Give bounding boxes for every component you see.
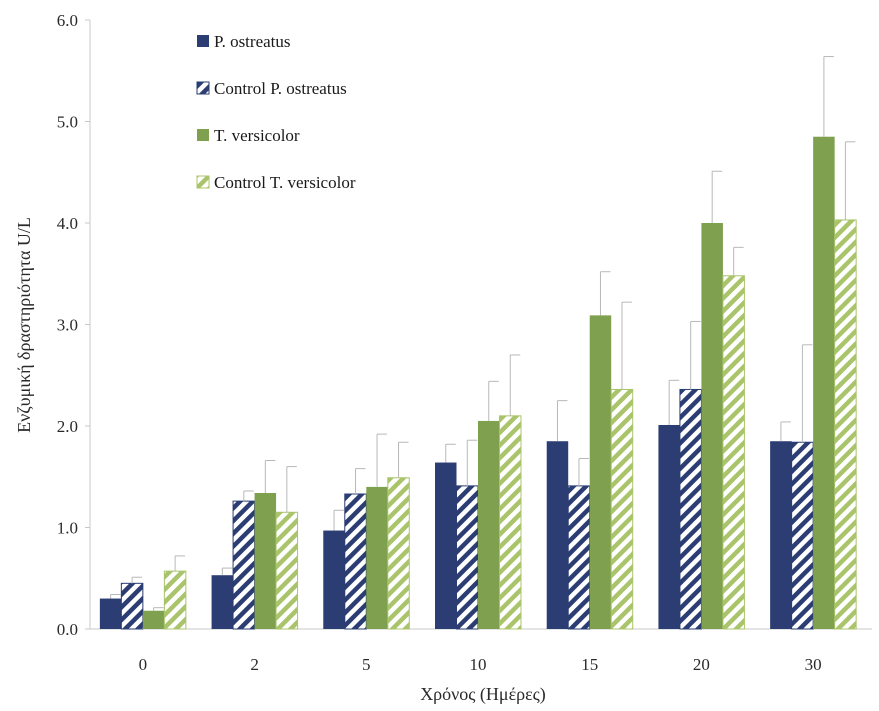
- legend-label: Control P. ostreatus: [214, 79, 347, 98]
- bar: [770, 441, 792, 629]
- legend-swatch: [196, 81, 210, 95]
- bar: [456, 485, 479, 630]
- bar: [546, 441, 569, 629]
- bar: [254, 492, 277, 629]
- bars: [99, 136, 857, 630]
- legend-label: T. versicolor: [214, 126, 300, 145]
- bar: [701, 223, 723, 629]
- bar: [387, 477, 410, 630]
- bar: [499, 415, 522, 630]
- bar: [163, 570, 187, 630]
- bar: [610, 388, 634, 630]
- bar: [679, 388, 702, 630]
- legend-swatch: [196, 175, 210, 189]
- bar: [366, 486, 388, 629]
- bar: [589, 315, 612, 629]
- bar: [211, 575, 234, 629]
- bar: [344, 493, 367, 630]
- bar: [275, 511, 299, 630]
- x-tick-label: 15: [581, 655, 598, 674]
- y-axis-title: Ενζυμική δραστηριότητα U/L: [14, 217, 34, 433]
- bar: [323, 530, 345, 629]
- bar: [658, 424, 680, 629]
- legend: P. ostreatus Control P. ostreatus T. versi…: [196, 32, 356, 192]
- y-tick-label: 6.0: [57, 11, 78, 30]
- y-tick-label: 3.0: [57, 316, 78, 335]
- x-tick-label: 20: [693, 655, 710, 674]
- y-tick-label: 1.0: [57, 519, 78, 538]
- bar: [142, 610, 165, 629]
- bar: [120, 582, 144, 630]
- y-tick-label: 5.0: [57, 113, 78, 132]
- bar: [791, 441, 814, 630]
- x-tick-label: 10: [470, 655, 487, 674]
- x-tick-label: 2: [250, 655, 259, 674]
- error-bars: [110, 56, 856, 611]
- bar: [722, 275, 745, 630]
- legend-swatch: [197, 35, 209, 47]
- x-tick-label: 0: [139, 655, 148, 674]
- x-axis: 0 2 5 10 15 20 30: [90, 628, 872, 674]
- x-tick-label: 5: [362, 655, 371, 674]
- bar: [232, 500, 256, 630]
- y-tick-label: 4.0: [57, 214, 78, 233]
- x-tick-label: 30: [805, 655, 822, 674]
- x-axis-title: Χρόνος (Ημέρες): [420, 684, 546, 705]
- legend-swatch: [197, 129, 209, 141]
- bar: [435, 462, 457, 629]
- bar: [478, 420, 500, 629]
- bar: [834, 219, 857, 630]
- legend-label: P. ostreatus: [214, 32, 291, 51]
- y-axis: 0.0 1.0 2.0 3.0 4.0 5.0 6.0: [57, 11, 91, 639]
- bar: [99, 598, 122, 629]
- bar: [567, 485, 591, 630]
- legend-label: Control T. versicolor: [214, 173, 356, 192]
- bar: [813, 136, 835, 629]
- y-tick-label: 0.0: [57, 620, 78, 639]
- y-tick-label: 2.0: [57, 417, 78, 436]
